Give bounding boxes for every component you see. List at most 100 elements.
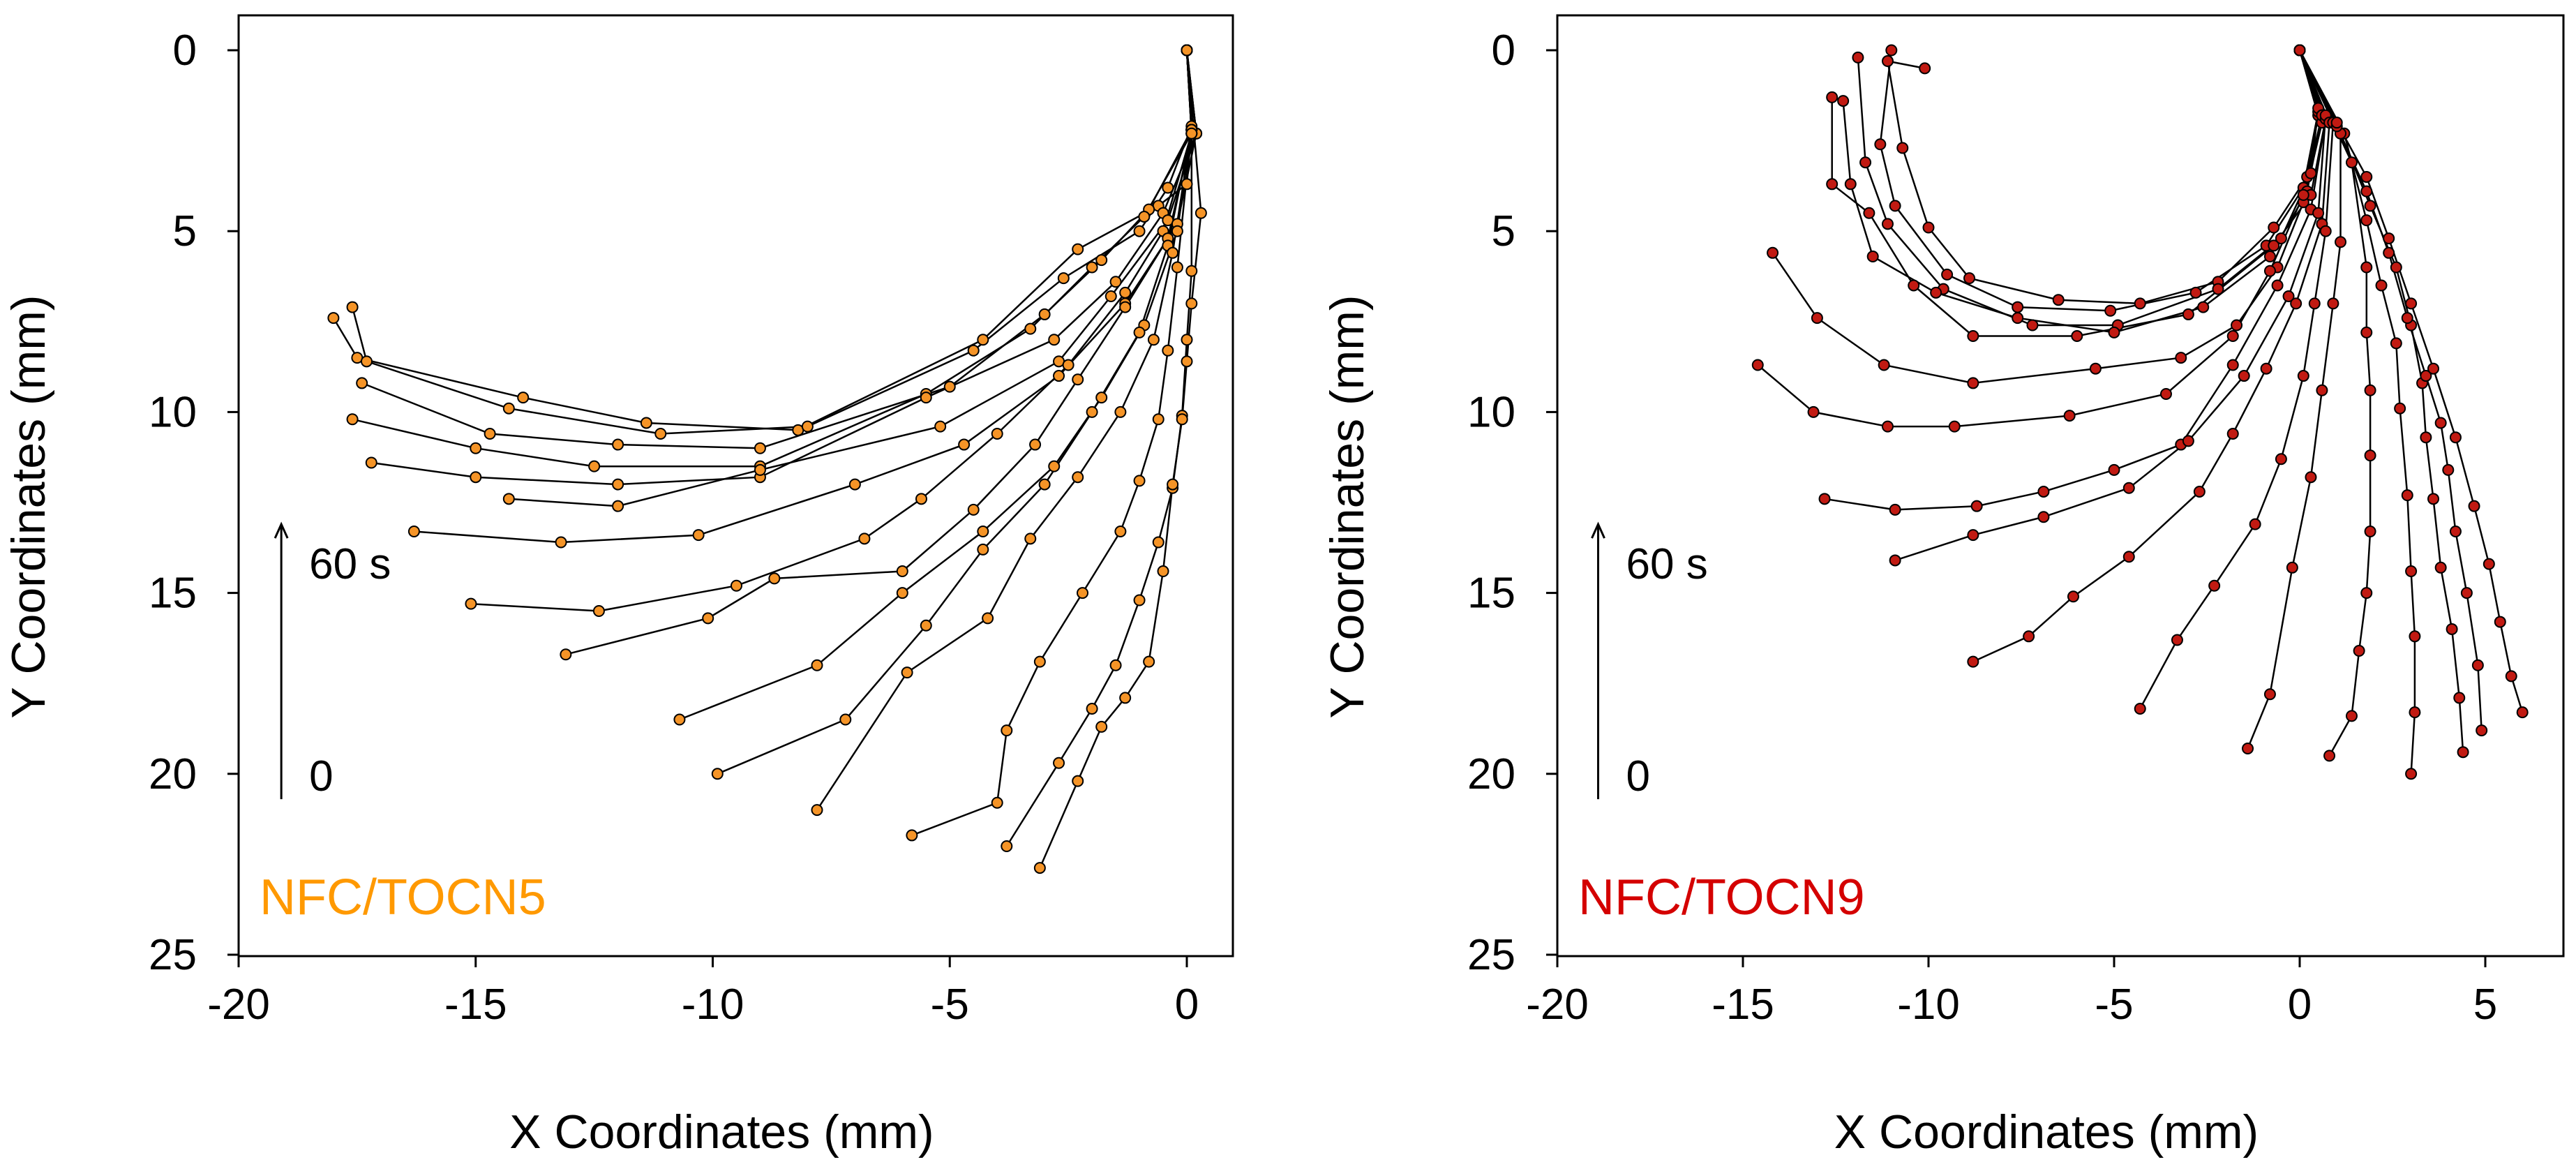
y-tick-label: 5: [1492, 207, 1515, 255]
series-line-trajectory-7: [414, 50, 1197, 544]
data-point: [2383, 246, 2395, 259]
data-point: [1119, 301, 1132, 313]
data-point: [1133, 594, 1146, 606]
data-point: [1967, 655, 1979, 668]
x-tick-label: -15: [1712, 981, 1774, 1029]
data-point: [2420, 370, 2432, 382]
data-point: [1133, 326, 1146, 338]
data-point: [465, 597, 477, 610]
data-point: [977, 525, 989, 537]
data-point: [1086, 405, 1098, 418]
data-point: [2453, 692, 2466, 704]
data-point: [982, 612, 994, 625]
x-tick-label: -20: [1526, 981, 1589, 1029]
data-point: [517, 392, 530, 404]
data-point: [2089, 362, 2102, 375]
data-point: [2434, 417, 2447, 429]
data-point: [1171, 261, 1183, 274]
data-point: [2104, 304, 2117, 317]
data-point: [1104, 290, 1117, 303]
data-point: [2275, 232, 2287, 245]
y-tick-label: 20: [1467, 750, 1515, 798]
data-point: [2108, 463, 2120, 476]
series-line-trajectory-1: [1886, 50, 2319, 305]
data-point: [673, 713, 686, 726]
data-point: [588, 460, 601, 472]
data-point: [2483, 558, 2495, 570]
data-point: [1963, 272, 1976, 285]
data-point: [1152, 536, 1165, 549]
time-arrow: 0 60 s: [274, 521, 391, 800]
data-point: [1001, 724, 1013, 737]
series-line-trajectory-10: [679, 50, 1193, 721]
panel-label: NFC/TOCN9: [1578, 870, 1865, 925]
data-point: [1807, 405, 1820, 418]
data-point: [1024, 322, 1037, 335]
data-point: [1885, 44, 1898, 57]
data-point: [1024, 532, 1037, 545]
y-tick-label: 15: [149, 569, 197, 618]
data-point: [1119, 286, 1132, 299]
data-point: [2360, 214, 2373, 227]
data-point: [612, 500, 624, 512]
trajectory-lines: [332, 50, 1202, 869]
data-point: [2405, 297, 2418, 310]
data-point: [2330, 117, 2343, 129]
data-point: [2360, 170, 2373, 183]
y-tick-label: 15: [1467, 569, 1515, 618]
data-point: [2476, 724, 2488, 737]
data-point: [2231, 319, 2243, 332]
y-tick-label: 10: [149, 388, 197, 436]
data-point: [2390, 261, 2402, 274]
data-point: [2268, 239, 2280, 252]
time-arrow: 0 60 s: [1591, 521, 1708, 800]
series-line-trajectory-9: [1894, 50, 2327, 562]
series-line-trajectory-3: [1857, 50, 2319, 327]
data-point: [356, 377, 368, 389]
series-line-trajectory-17: [2298, 50, 2524, 713]
data-point: [2420, 431, 2432, 444]
chart-panel-nfc-tocn9: -20 -15 -10 -5 0 5 0 5 10 15 20 25 0 60 s NFC/TOCN9…: [1321, 14, 2565, 1159]
data-point: [365, 456, 377, 469]
data-point: [2449, 431, 2462, 444]
data-point: [2012, 301, 2024, 313]
series-line-trajectory-2: [351, 50, 1193, 435]
data-point: [1185, 265, 1198, 277]
data-point: [2364, 384, 2376, 396]
data-point: [2108, 326, 2120, 338]
series-line-trajectory-16: [2298, 50, 2483, 731]
data-point: [2290, 297, 2302, 310]
data-point: [958, 438, 971, 451]
data-point: [2263, 688, 2276, 701]
data-point: [2308, 297, 2321, 310]
x-tick-label: -15: [444, 981, 507, 1029]
data-point: [1095, 392, 1108, 404]
data-point: [2189, 286, 2202, 299]
data-point: [915, 493, 927, 505]
data-point: [2037, 511, 2050, 523]
data-point: [2327, 297, 2339, 310]
data-point: [2286, 561, 2298, 574]
data-point: [1751, 359, 1764, 371]
data-point: [327, 312, 340, 325]
trajectory-lines: [1757, 50, 2524, 774]
data-point: [702, 612, 714, 625]
data-point: [768, 572, 781, 585]
data-point: [1874, 138, 1887, 151]
data-point: [1057, 272, 1070, 285]
data-point: [1859, 156, 1872, 169]
data-point: [1881, 55, 1894, 68]
data-point: [2122, 551, 2135, 563]
data-point: [1967, 377, 1979, 389]
data-point: [2457, 746, 2469, 759]
x-tick-label: -10: [1897, 981, 1960, 1029]
time-arrow-end-label: 60 s: [309, 540, 391, 588]
x-tick-label: -10: [682, 981, 744, 1029]
data-point: [2345, 156, 2358, 169]
data-point: [1181, 178, 1193, 191]
data-point: [1109, 659, 1122, 671]
trajectory-markers: [327, 44, 1207, 874]
data-point: [2275, 453, 2287, 465]
data-point: [1152, 413, 1165, 426]
